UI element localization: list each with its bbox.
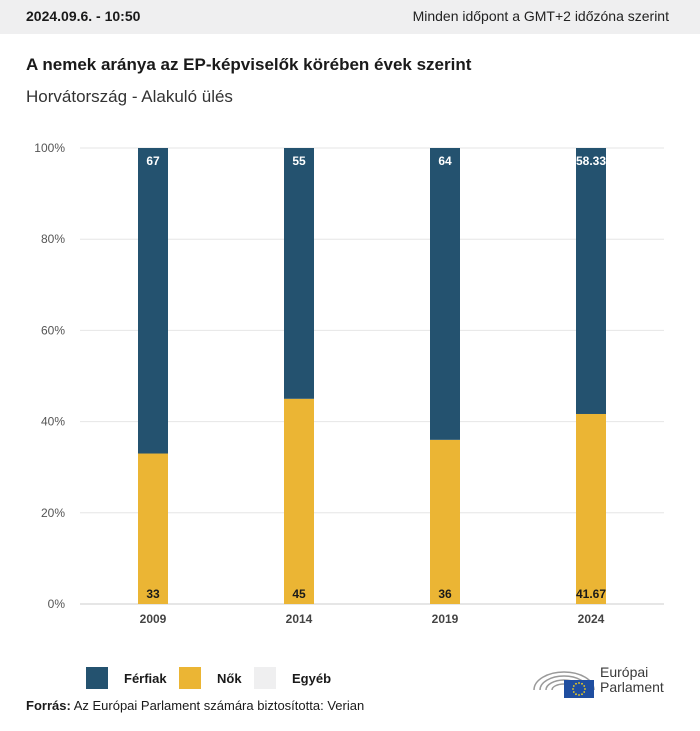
y-tick-label: 60% <box>41 323 65 337</box>
bar-ferfiak-2024 <box>576 148 606 414</box>
data-label-nok-2009: 33 <box>146 587 160 601</box>
eu-flag-star <box>575 682 577 685</box>
eu-flag-star <box>581 693 583 696</box>
logo-line-1: Európai <box>600 664 649 680</box>
legend-label-egyeb: Egyéb <box>292 670 332 686</box>
data-label-ferfiak-2014: 55 <box>292 154 306 168</box>
y-tick-label: 100% <box>34 141 65 155</box>
source-label: Forrás: <box>26 698 71 713</box>
eu-flag-star <box>584 688 586 690</box>
bar-ferfiak-2014 <box>284 148 314 399</box>
x-tick-label: 2024 <box>578 612 605 626</box>
legend-label-nok: Nők <box>217 670 242 686</box>
parliament-hemicycle-icon <box>533 671 595 698</box>
legend-swatch-egyeb <box>254 667 276 689</box>
eu-flag-star <box>583 691 586 693</box>
legend-swatch-nok <box>179 667 201 689</box>
european-parliament-logo: Európai Parlament <box>530 660 680 700</box>
stacked-bar-chart: 0% 20% 40% 60% 80% 100% 67 33 2009 55 45 2014 64 36 20… <box>34 141 664 626</box>
legend-label-ferfiak: Férfiak <box>124 670 167 686</box>
x-tick-label: 2014 <box>286 612 313 626</box>
bar-nok-2019 <box>430 439 460 604</box>
eu-flag-star <box>572 688 574 690</box>
legend-item-nok: Nők <box>179 666 242 690</box>
chart-title: A nemek aránya az EP-képviselők körében … <box>26 55 472 74</box>
eu-flag-star <box>572 685 575 687</box>
eu-flag-star <box>581 682 583 685</box>
x-tick-label: 2009 <box>140 612 167 626</box>
source-note: Forrás: Az Európai Parlament számára biz… <box>26 698 364 713</box>
data-label-nok-2019: 36 <box>438 587 452 601</box>
eu-flag-star <box>578 694 580 696</box>
eu-flag-star <box>572 691 575 693</box>
bar-ferfiak-2019 <box>430 148 460 440</box>
bar-nok-2014 <box>284 398 314 604</box>
bar-nok-2009 <box>138 453 168 604</box>
data-label-ferfiak-2019: 64 <box>438 154 452 168</box>
legend-item-egyeb: Egyéb <box>254 666 331 690</box>
eu-flag-star <box>583 685 586 687</box>
legend-item-ferfiak: Férfiak <box>86 666 167 690</box>
eu-flag-star <box>575 693 577 696</box>
y-tick-label: 80% <box>41 232 65 246</box>
bar-ferfiak-2009 <box>138 148 168 454</box>
data-label-nok-2014: 45 <box>292 587 306 601</box>
data-label-nok-2024: 41.67 <box>576 587 606 601</box>
data-label-ferfiak-2009: 67 <box>146 154 160 168</box>
x-tick-label: 2019 <box>432 612 459 626</box>
source-text: Az Európai Parlament számára biztosított… <box>73 698 365 713</box>
bar-nok-2024 <box>576 413 606 604</box>
timezone-note: Minden időpont a GMT+2 időzóna szerint <box>412 8 669 24</box>
top-bar: 2024.09.6. - 10:50 Minden időpont a GMT+… <box>0 0 700 34</box>
chart-subtitle: Horvátország - Alakuló ülés <box>26 87 233 106</box>
legend-swatch-ferfiak <box>86 667 108 689</box>
y-tick-label: 20% <box>41 506 65 520</box>
timestamp: 2024.09.6. - 10:50 <box>26 8 141 24</box>
eu-flag-star <box>578 682 580 684</box>
y-tick-label: 0% <box>48 597 66 611</box>
data-label-ferfiak-2024: 58.33 <box>576 154 606 168</box>
logo-line-2: Parlament <box>600 679 664 695</box>
y-tick-label: 40% <box>41 415 65 429</box>
